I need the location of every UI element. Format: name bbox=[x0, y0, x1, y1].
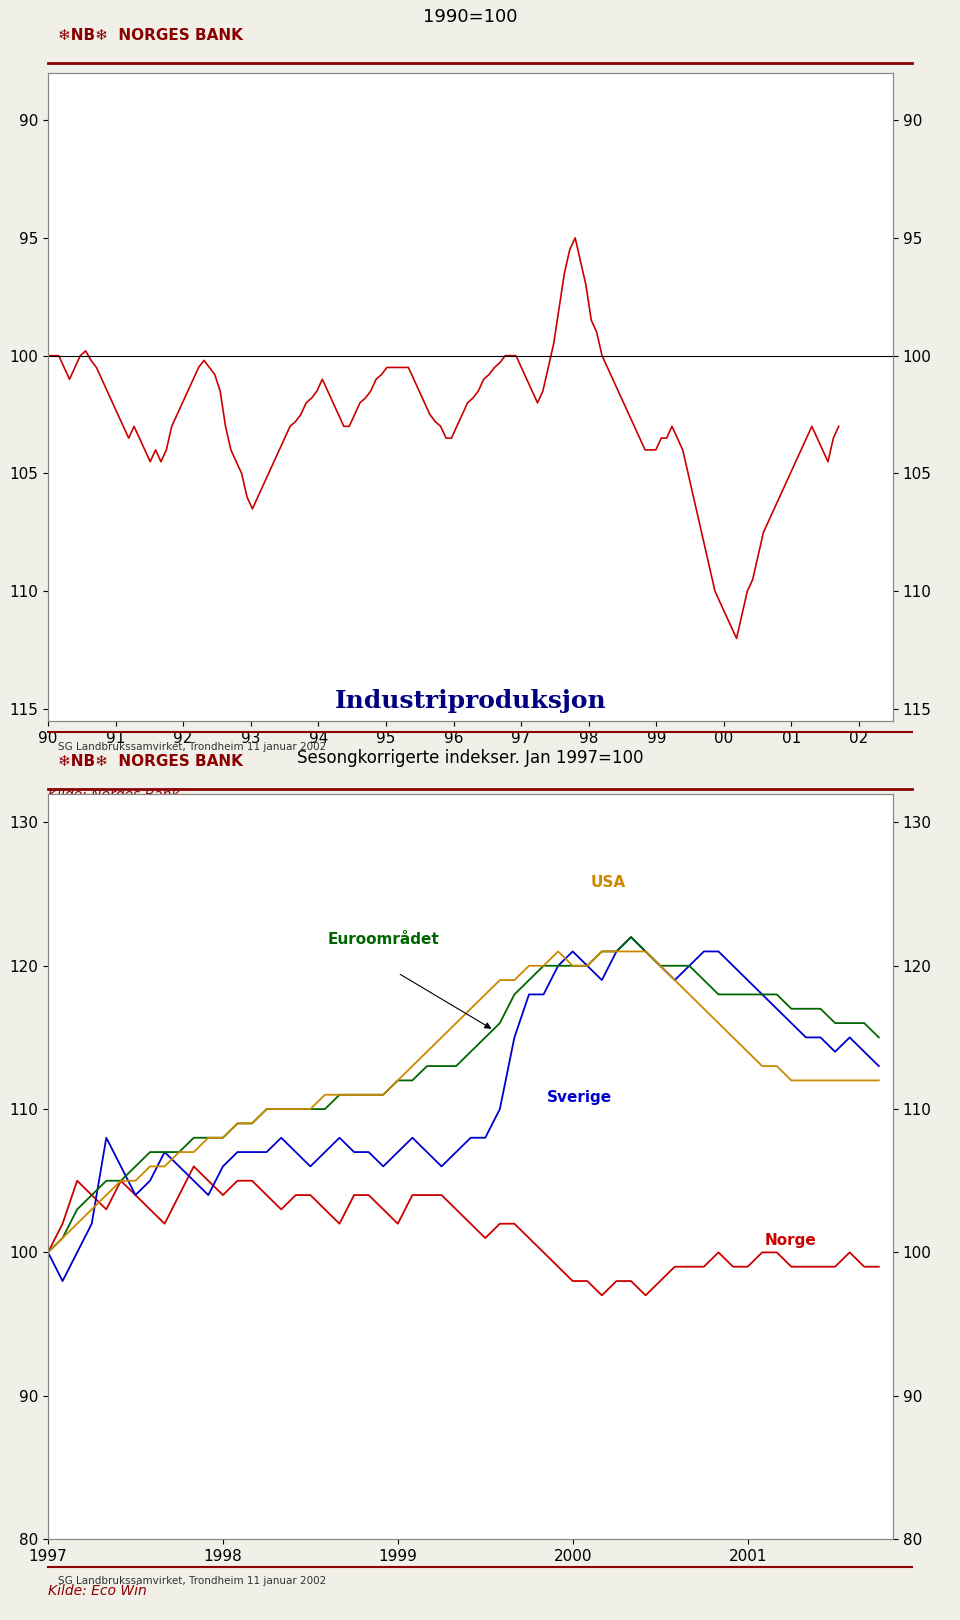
Text: ❄NB❄  NORGES BANK: ❄NB❄ NORGES BANK bbox=[58, 755, 243, 770]
Text: Sesongkorrigerte indekser. Jan 1997=100: Sesongkorrigerte indekser. Jan 1997=100 bbox=[298, 748, 643, 768]
Text: ❄NB❄  NORGES BANK: ❄NB❄ NORGES BANK bbox=[58, 29, 243, 44]
Text: 1990=100: 1990=100 bbox=[423, 8, 517, 26]
Text: SG Landbrukssamvirket, Trondheim 11 januar 2002: SG Landbrukssamvirket, Trondheim 11 janu… bbox=[58, 1576, 325, 1586]
Text: Kilde: Norges Bank: Kilde: Norges Bank bbox=[48, 787, 180, 802]
Text: Industriproduksjon: Industriproduksjon bbox=[334, 690, 607, 713]
Text: Norge: Norge bbox=[765, 1233, 817, 1249]
Text: Sverige: Sverige bbox=[546, 1090, 612, 1105]
Text: USA: USA bbox=[590, 875, 625, 889]
Text: Euroområdet: Euroområdet bbox=[328, 931, 440, 948]
Text: Kilde: Eco Win: Kilde: Eco Win bbox=[48, 1584, 147, 1597]
Text: SG Landbrukssamvirket, Trondheim 11 januar 2002: SG Landbrukssamvirket, Trondheim 11 janu… bbox=[58, 742, 325, 752]
